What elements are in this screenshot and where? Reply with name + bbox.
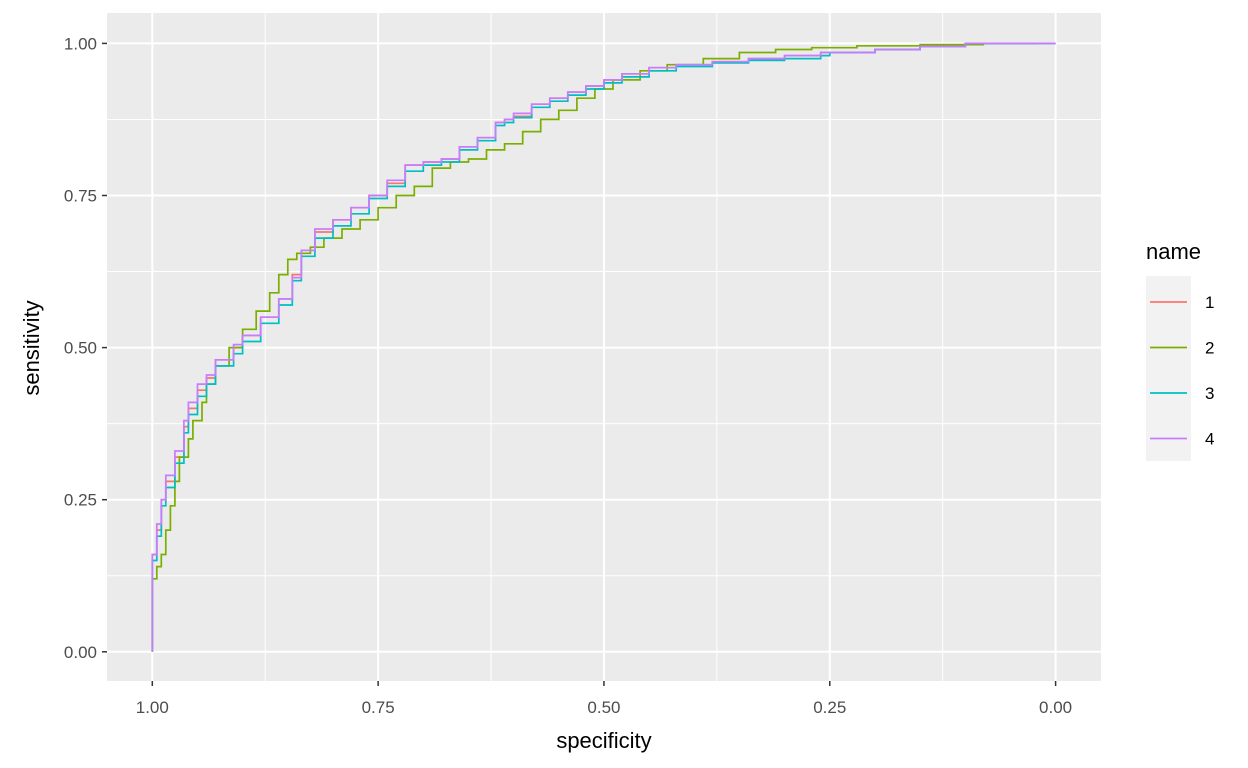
x-tick-label: 0.25 [813, 698, 846, 717]
x-tick-label: 0.00 [1039, 698, 1072, 717]
x-tick-label: 1.00 [136, 698, 169, 717]
legend-label-4: 4 [1205, 430, 1214, 449]
y-tick-label: 0.25 [64, 491, 97, 510]
x-axis: 1.00 0.75 0.50 0.25 0.00 [136, 681, 1072, 717]
x-tick-label: 0.75 [362, 698, 395, 717]
series-layer [151, 42, 1056, 652]
legend: name 1 2 3 4 [1146, 239, 1214, 461]
legend-label-3: 3 [1205, 384, 1214, 403]
grid-major [107, 13, 1101, 681]
y-axis: 0.00 0.25 0.50 0.75 1.00 [64, 34, 107, 662]
y-tick-label: 0.50 [64, 339, 97, 358]
legend-label-2: 2 [1205, 339, 1214, 358]
series-line-4 [151, 42, 1056, 652]
y-tick-label: 0.00 [64, 643, 97, 662]
y-tick-label: 1.00 [64, 34, 97, 53]
x-axis-title: specificity [556, 728, 651, 753]
x-tick-label: 0.50 [587, 698, 620, 717]
y-tick-label: 0.75 [64, 187, 97, 206]
y-axis-title: sensitivity [19, 300, 44, 395]
legend-label-1: 1 [1205, 293, 1214, 312]
legend-title: name [1146, 239, 1201, 264]
legend-key-background [1146, 276, 1191, 461]
